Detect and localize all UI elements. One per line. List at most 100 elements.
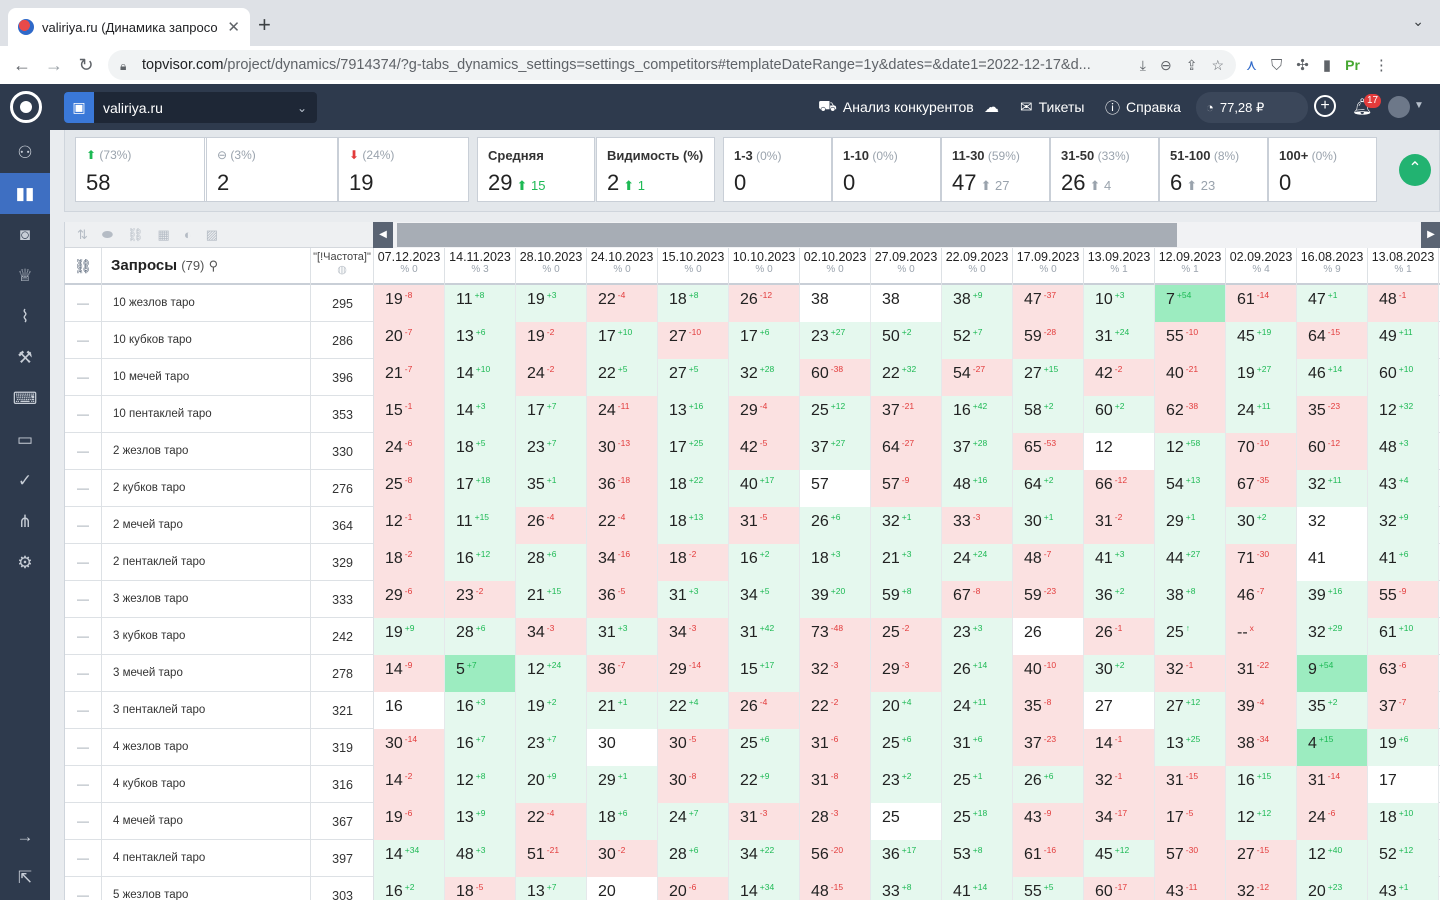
position-cell[interactable]: 38 bbox=[800, 285, 871, 322]
position-cell[interactable]: 31 -22 bbox=[1226, 655, 1297, 692]
position-cell[interactable]: 12 +12 bbox=[1226, 803, 1297, 840]
sidebar-item-snapshots[interactable]: ◙ bbox=[0, 214, 50, 255]
position-cell[interactable]: 26 -4 bbox=[729, 692, 800, 729]
position-cell[interactable]: 36 +2 bbox=[1084, 581, 1155, 618]
position-cell[interactable]: 38 bbox=[871, 285, 942, 322]
position-cell[interactable]: 48 -15 bbox=[800, 877, 871, 900]
position-cell[interactable]: 31 -3 bbox=[729, 803, 800, 840]
position-cell[interactable]: 11 +8 bbox=[445, 285, 516, 322]
topvisor-logo[interactable] bbox=[10, 91, 42, 123]
position-cell[interactable]: 35 +2 bbox=[1297, 692, 1368, 729]
position-cell[interactable]: 40 +17 bbox=[729, 470, 800, 507]
row-toggle[interactable]: — bbox=[65, 581, 102, 618]
range-11-30[interactable]: 11-30 (59%) 47 ⬆ 27 bbox=[941, 137, 1050, 202]
position-cell[interactable]: 47 +1 bbox=[1297, 285, 1368, 322]
position-cell[interactable]: 38 -34 bbox=[1226, 729, 1297, 766]
position-cell[interactable]: 38 +8 bbox=[1155, 581, 1226, 618]
position-cell[interactable]: 27 -10 bbox=[658, 322, 729, 359]
sidebar-item-collapse[interactable]: → bbox=[0, 816, 50, 857]
position-cell[interactable]: 37 -7 bbox=[1368, 692, 1439, 729]
position-cell[interactable]: 12 +58 bbox=[1155, 433, 1226, 470]
position-cell[interactable]: 25 +6 bbox=[729, 729, 800, 766]
position-cell[interactable]: 70 -10 bbox=[1226, 433, 1297, 470]
position-cell[interactable]: 40 -10 bbox=[1013, 655, 1084, 692]
position-cell[interactable]: 16 +3 bbox=[445, 692, 516, 729]
position-cell[interactable]: 13 +6 bbox=[445, 322, 516, 359]
keyword-text[interactable]: 3 жезлов таро bbox=[113, 593, 189, 605]
search-icon[interactable]: ⚲ bbox=[208, 258, 219, 273]
position-cell[interactable]: 30 -8 bbox=[658, 766, 729, 803]
position-cell[interactable]: 32 bbox=[1297, 507, 1368, 544]
keyword-text[interactable]: 3 кубков таро bbox=[113, 630, 186, 642]
menu-kebab-icon[interactable]: ⋮ bbox=[1373, 57, 1389, 74]
date-column-header[interactable]: 13.09.2023% 1 bbox=[1084, 248, 1155, 285]
position-cell[interactable]: 48 +3 bbox=[1368, 433, 1439, 470]
range-1-3[interactable]: 1-3 (0%) 0 bbox=[723, 137, 832, 202]
chevron-down-icon[interactable]: ⌄ bbox=[1412, 13, 1424, 29]
position-cell[interactable]: 54 -27 bbox=[942, 359, 1013, 396]
position-cell[interactable]: 20 -7 bbox=[374, 322, 445, 359]
position-cell[interactable]: 19 +3 bbox=[516, 285, 587, 322]
position-cell[interactable]: 14 -2 bbox=[374, 766, 445, 803]
position-cell[interactable]: 61 -14 bbox=[1226, 285, 1297, 322]
sidebar-item-settings[interactable]: ⚙ bbox=[0, 542, 50, 583]
table-row[interactable]: —3 пентаклей таро 321 16 16 +3 19 +2 21 +1 22 +4 26… bbox=[65, 692, 1440, 729]
keyword-text[interactable]: 10 жезлов таро bbox=[113, 297, 195, 309]
position-cell[interactable]: 17 -5 bbox=[1155, 803, 1226, 840]
position-cell[interactable]: 60 -17 bbox=[1084, 877, 1155, 900]
position-cell[interactable]: 30 -14 bbox=[374, 729, 445, 766]
position-cell[interactable]: 18 +13 bbox=[658, 507, 729, 544]
keywords-header[interactable]: Запросы (79) ⚲ bbox=[111, 257, 218, 274]
position-cell[interactable]: 41 +3 bbox=[1084, 544, 1155, 581]
position-cell[interactable]: 30 -5 bbox=[658, 729, 729, 766]
position-cell[interactable]: 54 +13 bbox=[1155, 470, 1226, 507]
sidebar-item-keywords[interactable]: ⌨ bbox=[0, 378, 50, 419]
date-column-header[interactable]: 16.08.2023% 9 bbox=[1297, 248, 1368, 285]
position-cell[interactable]: 20 +4 bbox=[871, 692, 942, 729]
position-cell[interactable]: 16 +42 bbox=[942, 396, 1013, 433]
position-cell[interactable]: 32 +11 bbox=[1297, 470, 1368, 507]
stat-down[interactable]: ⬇ (24%) 19 bbox=[338, 137, 469, 202]
position-cell[interactable]: 36 -18 bbox=[587, 470, 658, 507]
table-row[interactable]: —4 мечей таро 367 19 -6 13 +9 22 -4 18 +6 24 +7 31 -3… bbox=[65, 803, 1440, 840]
date-column-header[interactable]: 17.09.2023% 0 bbox=[1013, 248, 1084, 285]
position-cell[interactable]: 53 +8 bbox=[942, 840, 1013, 877]
position-cell[interactable]: 65 -53 bbox=[1013, 433, 1084, 470]
position-cell[interactable]: 16 +2 bbox=[729, 544, 800, 581]
position-cell[interactable]: 24 -11 bbox=[587, 396, 658, 433]
position-cell[interactable]: 32 -12 bbox=[1226, 877, 1297, 900]
position-cell[interactable]: 26 +6 bbox=[800, 507, 871, 544]
position-cell[interactable]: 19 -2 bbox=[516, 322, 587, 359]
bookmark-star-icon[interactable]: ☆ bbox=[1211, 56, 1224, 73]
position-cell[interactable]: 25 +6 bbox=[871, 729, 942, 766]
date-column-header[interactable]: 13.08.2023% 1 bbox=[1368, 248, 1439, 285]
position-cell[interactable]: 67 -8 bbox=[942, 581, 1013, 618]
position-cell[interactable]: 61 +10 bbox=[1368, 618, 1439, 655]
position-cell[interactable]: 18 +5 bbox=[445, 433, 516, 470]
position-cell[interactable]: 7 +54 bbox=[1155, 285, 1226, 322]
position-cell[interactable]: 24 +7 bbox=[658, 803, 729, 840]
position-cell[interactable]: 24 +11 bbox=[942, 692, 1013, 729]
position-cell[interactable]: 28 +6 bbox=[516, 544, 587, 581]
position-cell[interactable]: 14 +34 bbox=[729, 877, 800, 900]
position-cell[interactable]: 21 -7 bbox=[374, 359, 445, 396]
stat-average[interactable]: Средняя 29 ⬆ 15 bbox=[477, 137, 595, 202]
keyword-text[interactable]: 2 пентаклей таро bbox=[113, 556, 206, 568]
keyword-text[interactable]: 4 мечей таро bbox=[113, 815, 183, 827]
position-cell[interactable]: 12 +32 bbox=[1368, 396, 1439, 433]
back-icon[interactable]: ← bbox=[13, 54, 31, 75]
position-cell[interactable]: 36 -5 bbox=[587, 581, 658, 618]
stat-visibility[interactable]: Видимость (%) 2 ⬆ 1 bbox=[596, 137, 715, 202]
project-selector[interactable]: ▣ valiriya.ru ⌄ bbox=[64, 92, 317, 123]
balance-pill[interactable]: ◔ 77,28 ₽ bbox=[1196, 92, 1308, 123]
position-cell[interactable]: 46 -7 bbox=[1226, 581, 1297, 618]
url-field[interactable]: 🔒︎ topvisor.com/project/dynamics/7914374… bbox=[108, 50, 1236, 80]
position-cell[interactable]: 14 +10 bbox=[445, 359, 516, 396]
position-cell[interactable]: 27 bbox=[1084, 692, 1155, 729]
position-cell[interactable]: 31 -8 bbox=[800, 766, 871, 803]
position-cell[interactable]: 37 +28 bbox=[942, 433, 1013, 470]
position-cell[interactable]: 13 +7 bbox=[516, 877, 587, 900]
date-column-header[interactable]: 22.09.2023% 0 bbox=[942, 248, 1013, 285]
row-toggle[interactable]: — bbox=[65, 433, 102, 470]
position-cell[interactable]: 29 -14 bbox=[658, 655, 729, 692]
